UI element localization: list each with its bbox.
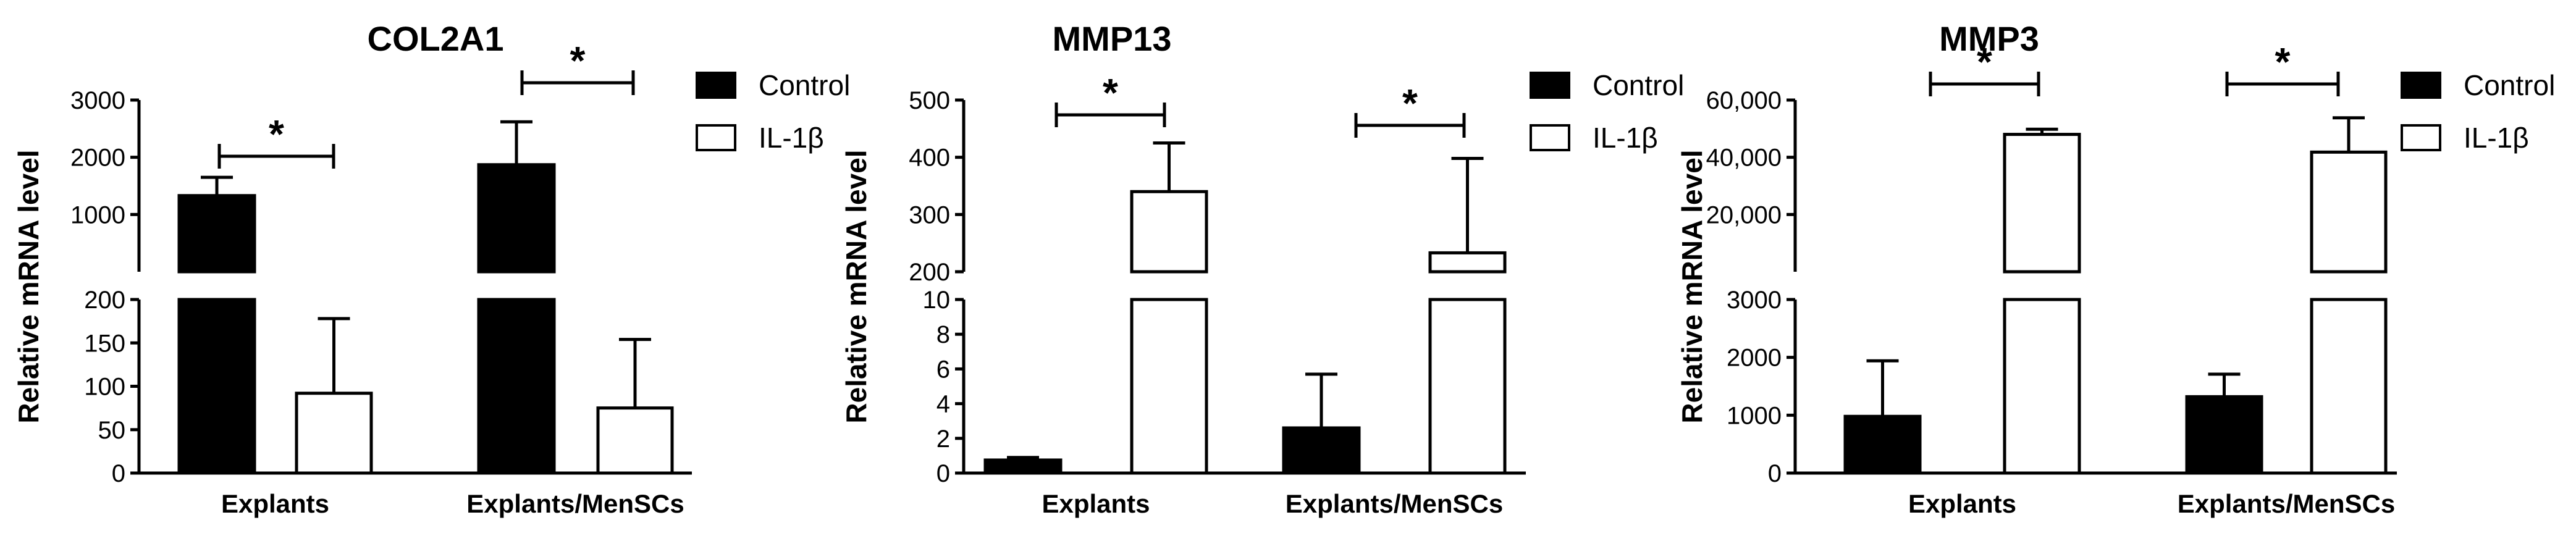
legend-label: IL-1β [2464,122,2529,154]
bar-il1-2-upper [1428,251,1507,274]
legend-swatch-il1b [1530,124,1570,151]
y-tick-label: 500 [909,87,950,114]
y-tick-label: 0 [112,460,125,487]
legend-swatch-il1b [2401,124,2441,151]
bar-control-2-lower [477,298,556,475]
legend-swatch-control [1530,72,1570,99]
legend-label: IL-1β [759,122,824,154]
y-tick-label: 3000 [70,87,125,114]
significance-star: * [1402,81,1418,125]
y-tick-label: 2000 [70,145,125,172]
bar-control-2-upper [477,163,556,274]
y-axis-label: Relative mRNA level [1676,149,1708,423]
y-tick-label: 1000 [70,201,125,229]
y-tick-label: 100 [84,374,125,401]
y-axis-label: Relative mRNA level [12,149,44,423]
y-tick-label: 200 [909,259,950,286]
x-category-label: Explants [221,489,329,518]
legend-label: Control [1593,69,1684,101]
y-tick-label: 4 [937,391,950,418]
legend-swatch-il1b [696,124,736,151]
y-tick-label: 0 [1768,460,1782,487]
legend-label: IL-1β [1593,122,1658,154]
chart-title: MMP3 [1939,19,2039,58]
y-tick-label: 10 [923,287,951,314]
bar-control-2 [1282,426,1361,475]
y-tick-label: 1000 [1727,402,1782,429]
y-tick-label: 20,000 [1706,201,1782,229]
chart-title: COL2A1 [368,19,504,58]
y-tick-label: 150 [84,330,125,357]
chart-title: MMP13 [1053,19,1172,58]
bar-control-1 [1843,414,1922,475]
significance-star: * [570,38,586,83]
bar-control-1-lower [177,298,256,475]
y-tick-label: 50 [98,417,126,444]
bar-il1-2-lower [1428,298,1507,475]
y-tick-label: 6 [937,356,950,383]
legend-label: Control [759,69,850,101]
bar-il1-1-lower [1130,298,1208,475]
x-category-label: Explants [1908,489,2016,518]
legend-swatch-control [2401,72,2441,99]
bar-il1-2-upper [2310,150,2388,274]
y-tick-label: 3000 [1727,287,1782,314]
legend-swatch-control [696,72,736,99]
significance-star: * [2275,40,2291,84]
y-tick-label: 200 [84,287,125,314]
x-category-label: Explants/MenSCs [466,489,684,518]
y-tick-label: 40,000 [1706,145,1782,172]
legend-label: Control [2464,69,2555,101]
bar-il1-1-upper [1130,190,1208,274]
y-axis-label: Relative mRNA level [840,149,872,423]
significance-star: * [269,112,284,156]
y-tick-label: 8 [937,321,950,348]
y-tick-label: 2000 [1727,345,1782,372]
x-category-label: Explants [1042,489,1150,518]
bar-il1-1-upper [2003,133,2081,274]
chart-panel-1: COL2A1 Relative mRNA level 0 50 100 150 200 100… [12,19,850,518]
significance-star: * [1103,70,1118,115]
y-tick-label: 60,000 [1706,87,1782,114]
significance-star: * [1977,40,1992,84]
bar-control-1-upper [177,194,256,274]
y-tick-label: 2 [937,426,950,453]
x-category-label: Explants/MenSCs [2178,489,2395,518]
y-tick-label: 300 [909,201,950,229]
bar-il1-1 [295,392,373,475]
bar-control-2 [2185,395,2263,475]
bar-il1-1-lower [2003,298,2081,475]
bar-control-1 [983,458,1063,475]
chart-panel-3: MMP3 Relative mRNA level 0 1000 2000 3000 20,0… [1676,19,2555,518]
bar-il1-2-lower [2310,298,2388,475]
x-category-label: Explants/MenSCs [1286,489,1503,518]
bar-il1-2 [596,406,674,475]
y-tick-label: 0 [937,460,950,487]
y-tick-label: 400 [909,145,950,172]
